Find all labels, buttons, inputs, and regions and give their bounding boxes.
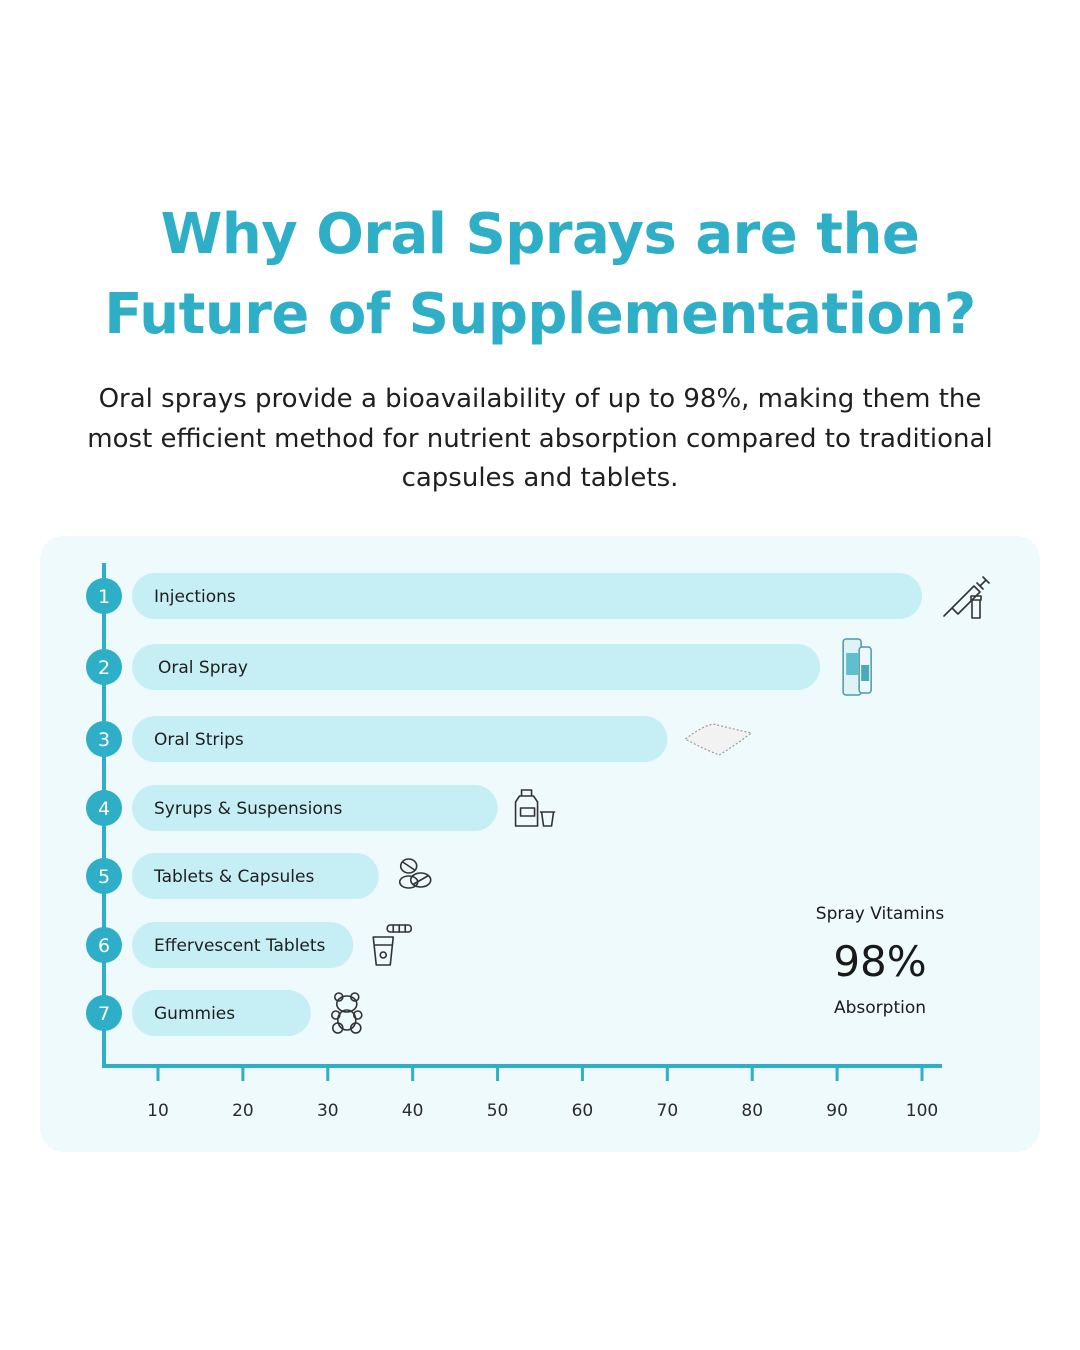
syrup-bottle-icon bbox=[514, 789, 556, 827]
rank-number: 5 bbox=[98, 866, 110, 888]
x-tick-label: 60 bbox=[572, 1101, 594, 1121]
gummy-bear-icon bbox=[330, 992, 363, 1034]
bar bbox=[132, 922, 354, 968]
chart-ticks: 10 20 30 40 50 60 70 80 90 100 bbox=[147, 1066, 938, 1121]
oral-strip-icon bbox=[684, 723, 753, 756]
x-tick-label: 30 bbox=[317, 1101, 339, 1121]
bar-row: 3 Oral Strips bbox=[86, 716, 753, 762]
x-tick-label: 50 bbox=[487, 1101, 509, 1121]
description: Oral sprays provide a bioavailability of… bbox=[87, 384, 993, 493]
rank-badge bbox=[86, 721, 122, 757]
bar-row: 7 Gummies bbox=[86, 990, 363, 1036]
bar bbox=[132, 853, 379, 899]
bar-label: Oral Spray bbox=[158, 658, 248, 678]
rank-badge bbox=[86, 995, 122, 1031]
x-tick-label: 100 bbox=[906, 1101, 938, 1121]
tablets-icon bbox=[398, 858, 432, 889]
callout-value: 98% bbox=[833, 937, 927, 986]
x-tick-label: 40 bbox=[402, 1101, 424, 1121]
callout-sublabel: Absorption bbox=[833, 998, 927, 1018]
bar-row: 5 Tablets & Capsules bbox=[86, 853, 432, 899]
rank-badge bbox=[86, 649, 122, 685]
bar-label: Gummies bbox=[154, 1004, 235, 1024]
bar bbox=[132, 644, 821, 690]
absorption-callout: Spray Vitamins 98% Absorption bbox=[790, 903, 970, 1019]
bar bbox=[132, 716, 668, 762]
bar bbox=[132, 990, 311, 1036]
rank-number: 2 bbox=[98, 657, 110, 679]
bar-label: Effervescent Tablets bbox=[154, 936, 326, 956]
rank-number: 6 bbox=[98, 935, 110, 957]
rank-badge bbox=[86, 790, 122, 826]
x-tick-label: 90 bbox=[826, 1101, 848, 1121]
x-tick-label: 70 bbox=[657, 1101, 679, 1121]
callout-label: Spray Vitamins bbox=[815, 904, 945, 924]
bar-row: 2 Oral Spray bbox=[86, 638, 872, 696]
bar-label: Injections bbox=[154, 587, 236, 607]
title-line-2: Future of Supplementation? bbox=[104, 282, 976, 347]
bar-label: Oral Strips bbox=[154, 730, 244, 750]
rank-number: 3 bbox=[98, 729, 110, 751]
title-line-1: Why Oral Sprays are the bbox=[160, 202, 920, 267]
chart-bars: 1 Injections 2 Oral Spray 3 Oral Strips 4 Syrup… bbox=[86, 573, 990, 1036]
syringe-vial-icon bbox=[943, 576, 990, 619]
spray-bottle-icon bbox=[842, 638, 872, 696]
rank-number: 1 bbox=[98, 586, 110, 608]
x-tick-label: 20 bbox=[232, 1101, 254, 1121]
rank-number: 7 bbox=[98, 1003, 110, 1025]
rank-badge bbox=[86, 578, 122, 614]
rank-badge bbox=[86, 927, 122, 963]
page-title: Why Oral Sprays are the Future of Supple… bbox=[0, 195, 1080, 355]
effervescent-glass-icon bbox=[372, 924, 413, 966]
bar-row: 6 Effervescent Tablets bbox=[86, 922, 413, 968]
rank-badge bbox=[86, 858, 122, 894]
bar-row: 1 Injections bbox=[86, 573, 990, 619]
bar-label: Tablets & Capsules bbox=[153, 867, 314, 887]
bar-label: Syrups & Suspensions bbox=[154, 799, 343, 819]
bar-row: 4 Syrups & Suspensions bbox=[86, 785, 556, 831]
bar bbox=[132, 785, 498, 831]
x-tick-label: 10 bbox=[147, 1101, 169, 1121]
x-tick-label: 80 bbox=[741, 1101, 763, 1121]
rank-number: 4 bbox=[98, 798, 110, 820]
chart-card bbox=[40, 536, 1040, 1152]
bar bbox=[132, 573, 922, 619]
